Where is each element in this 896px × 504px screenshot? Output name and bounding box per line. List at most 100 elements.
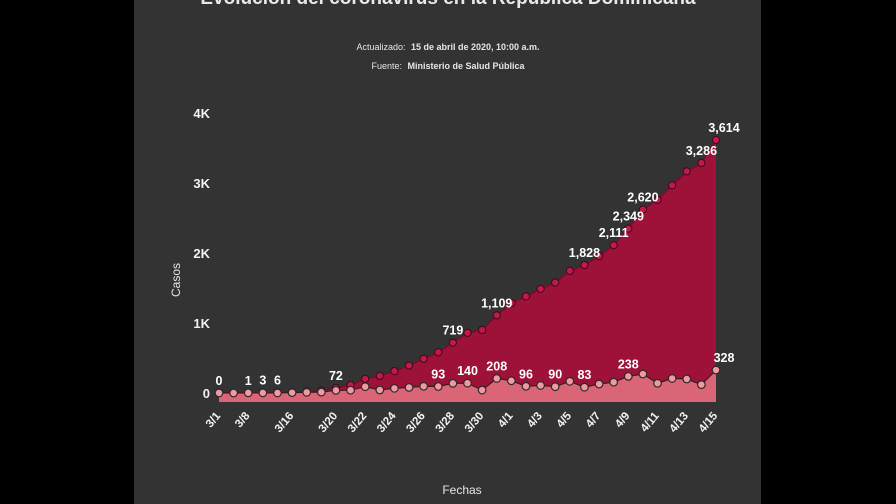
daily-value-label: 90 [548, 368, 562, 382]
daily-point [550, 382, 560, 392]
source-value: Ministerio de Salud Pública [408, 61, 526, 71]
daily-point [287, 388, 297, 398]
cumulative-point [361, 374, 370, 383]
y-tick-label: 2K [193, 246, 210, 261]
cumulative-point [697, 158, 706, 168]
cumulative-point [594, 251, 604, 261]
daily-point [243, 388, 253, 398]
x-tick-label: 3/24 [375, 410, 399, 435]
daily-point [419, 381, 429, 391]
chart: Evolución del coronavirus en la Repúblic… [169, 0, 740, 497]
daily-point [463, 378, 472, 388]
cumulative-point [419, 354, 428, 363]
daily-point [609, 377, 619, 387]
cumulative-point [434, 348, 443, 357]
cumulative-point [404, 361, 414, 370]
x-tick-label: 4/13 [667, 410, 691, 435]
daily-point [506, 376, 516, 386]
daily-value-label: 328 [714, 351, 735, 365]
daily-point [536, 381, 545, 390]
daily-point [477, 385, 487, 395]
cumulative-point [682, 167, 691, 176]
cumulative-point [609, 241, 618, 250]
x-tick-label: 4/7 [584, 410, 603, 430]
cumulative-area [219, 140, 716, 402]
daily-value-label: 208 [486, 359, 507, 373]
cumulative-point [478, 325, 487, 335]
cumulative-value-label: 3 [259, 374, 266, 388]
cumulative-point [390, 367, 399, 376]
cumulative-point [492, 311, 501, 320]
x-tick-label: 3/1 [204, 410, 224, 430]
updated-label: Actualizado: [356, 42, 405, 52]
cumulative-point [711, 135, 721, 145]
daily-value-label: 238 [618, 357, 639, 371]
daily-point [331, 385, 341, 395]
cumulative-point [375, 371, 384, 380]
cumulative-point [521, 292, 531, 301]
updated-value: 15 de abril de 2020, 10:00 a.m. [411, 42, 540, 52]
daily-point [316, 387, 326, 397]
x-tick-label: 4/3 [525, 410, 544, 430]
daily-point [594, 379, 604, 389]
daily-point [346, 385, 355, 395]
daily-value-label: 140 [457, 364, 478, 378]
daily-point [638, 369, 648, 379]
daily-point [667, 374, 677, 383]
y-tick-label: 0 [203, 386, 210, 401]
daily-point [682, 374, 692, 384]
cumulative-value-label: 2,349 [613, 210, 644, 224]
chart-title: Evolución del coronavirus en la Repúblic… [200, 0, 696, 9]
cumulative-value-label: 3,286 [686, 144, 717, 158]
x-tick-label: 3/28 [434, 410, 458, 435]
cumulative-point [580, 260, 589, 270]
x-axis-title: Fechas [442, 483, 481, 497]
daily-value-label: 93 [431, 367, 445, 381]
cumulative-point [638, 205, 648, 214]
daily-point [433, 382, 443, 391]
daily-point [229, 388, 239, 398]
cumulative-point [565, 266, 574, 275]
daily-point [214, 388, 224, 398]
cumulative-value-label: 0 [216, 374, 223, 388]
cumulative-value-label: 3,614 [708, 121, 739, 135]
cumulative-point [463, 328, 472, 337]
daily-point [623, 371, 633, 381]
daily-point [390, 383, 399, 393]
cumulative-point [448, 338, 457, 347]
source-label: Fuente: [371, 61, 402, 71]
cumulative-value-label: 2,111 [599, 226, 629, 240]
source-line: Fuente: Ministerio de Salud Pública [371, 61, 525, 71]
daily-point [653, 378, 662, 388]
cumulative-point [624, 224, 633, 233]
cumulative-value-label: 6 [274, 374, 281, 388]
cumulative-value-label: 1,109 [481, 296, 512, 310]
daily-point [492, 374, 502, 383]
x-tick-label: 3/8 [233, 410, 253, 430]
daily-point [258, 388, 268, 398]
daily-point [448, 378, 458, 388]
cumulative-point [653, 195, 662, 204]
daily-point [580, 382, 589, 392]
cumulative-point [536, 284, 545, 293]
y-tick-label: 3K [193, 176, 210, 191]
daily-point [360, 382, 370, 392]
x-tick-label: 3/26 [404, 410, 428, 435]
cumulative-point [507, 299, 516, 308]
updated-line: Actualizado: 15 de abril de 2020, 10:00 … [356, 42, 539, 52]
cumulative-value-label: 719 [442, 324, 463, 338]
daily-point [521, 381, 531, 391]
x-tick-label: 3/30 [463, 410, 487, 435]
cumulative-value-label: 1 [245, 374, 252, 388]
daily-point [404, 383, 414, 392]
daily-point [273, 388, 282, 398]
y-tick-label: 1K [193, 316, 210, 331]
y-axis-title: Casos [169, 263, 183, 297]
x-tick-label: 4/5 [555, 410, 575, 430]
x-tick-label: 4/15 [697, 410, 721, 435]
x-tick-label: 4/1 [496, 410, 516, 430]
daily-point [302, 387, 312, 397]
daily-value-label: 96 [519, 367, 533, 381]
cumulative-point [668, 181, 677, 190]
